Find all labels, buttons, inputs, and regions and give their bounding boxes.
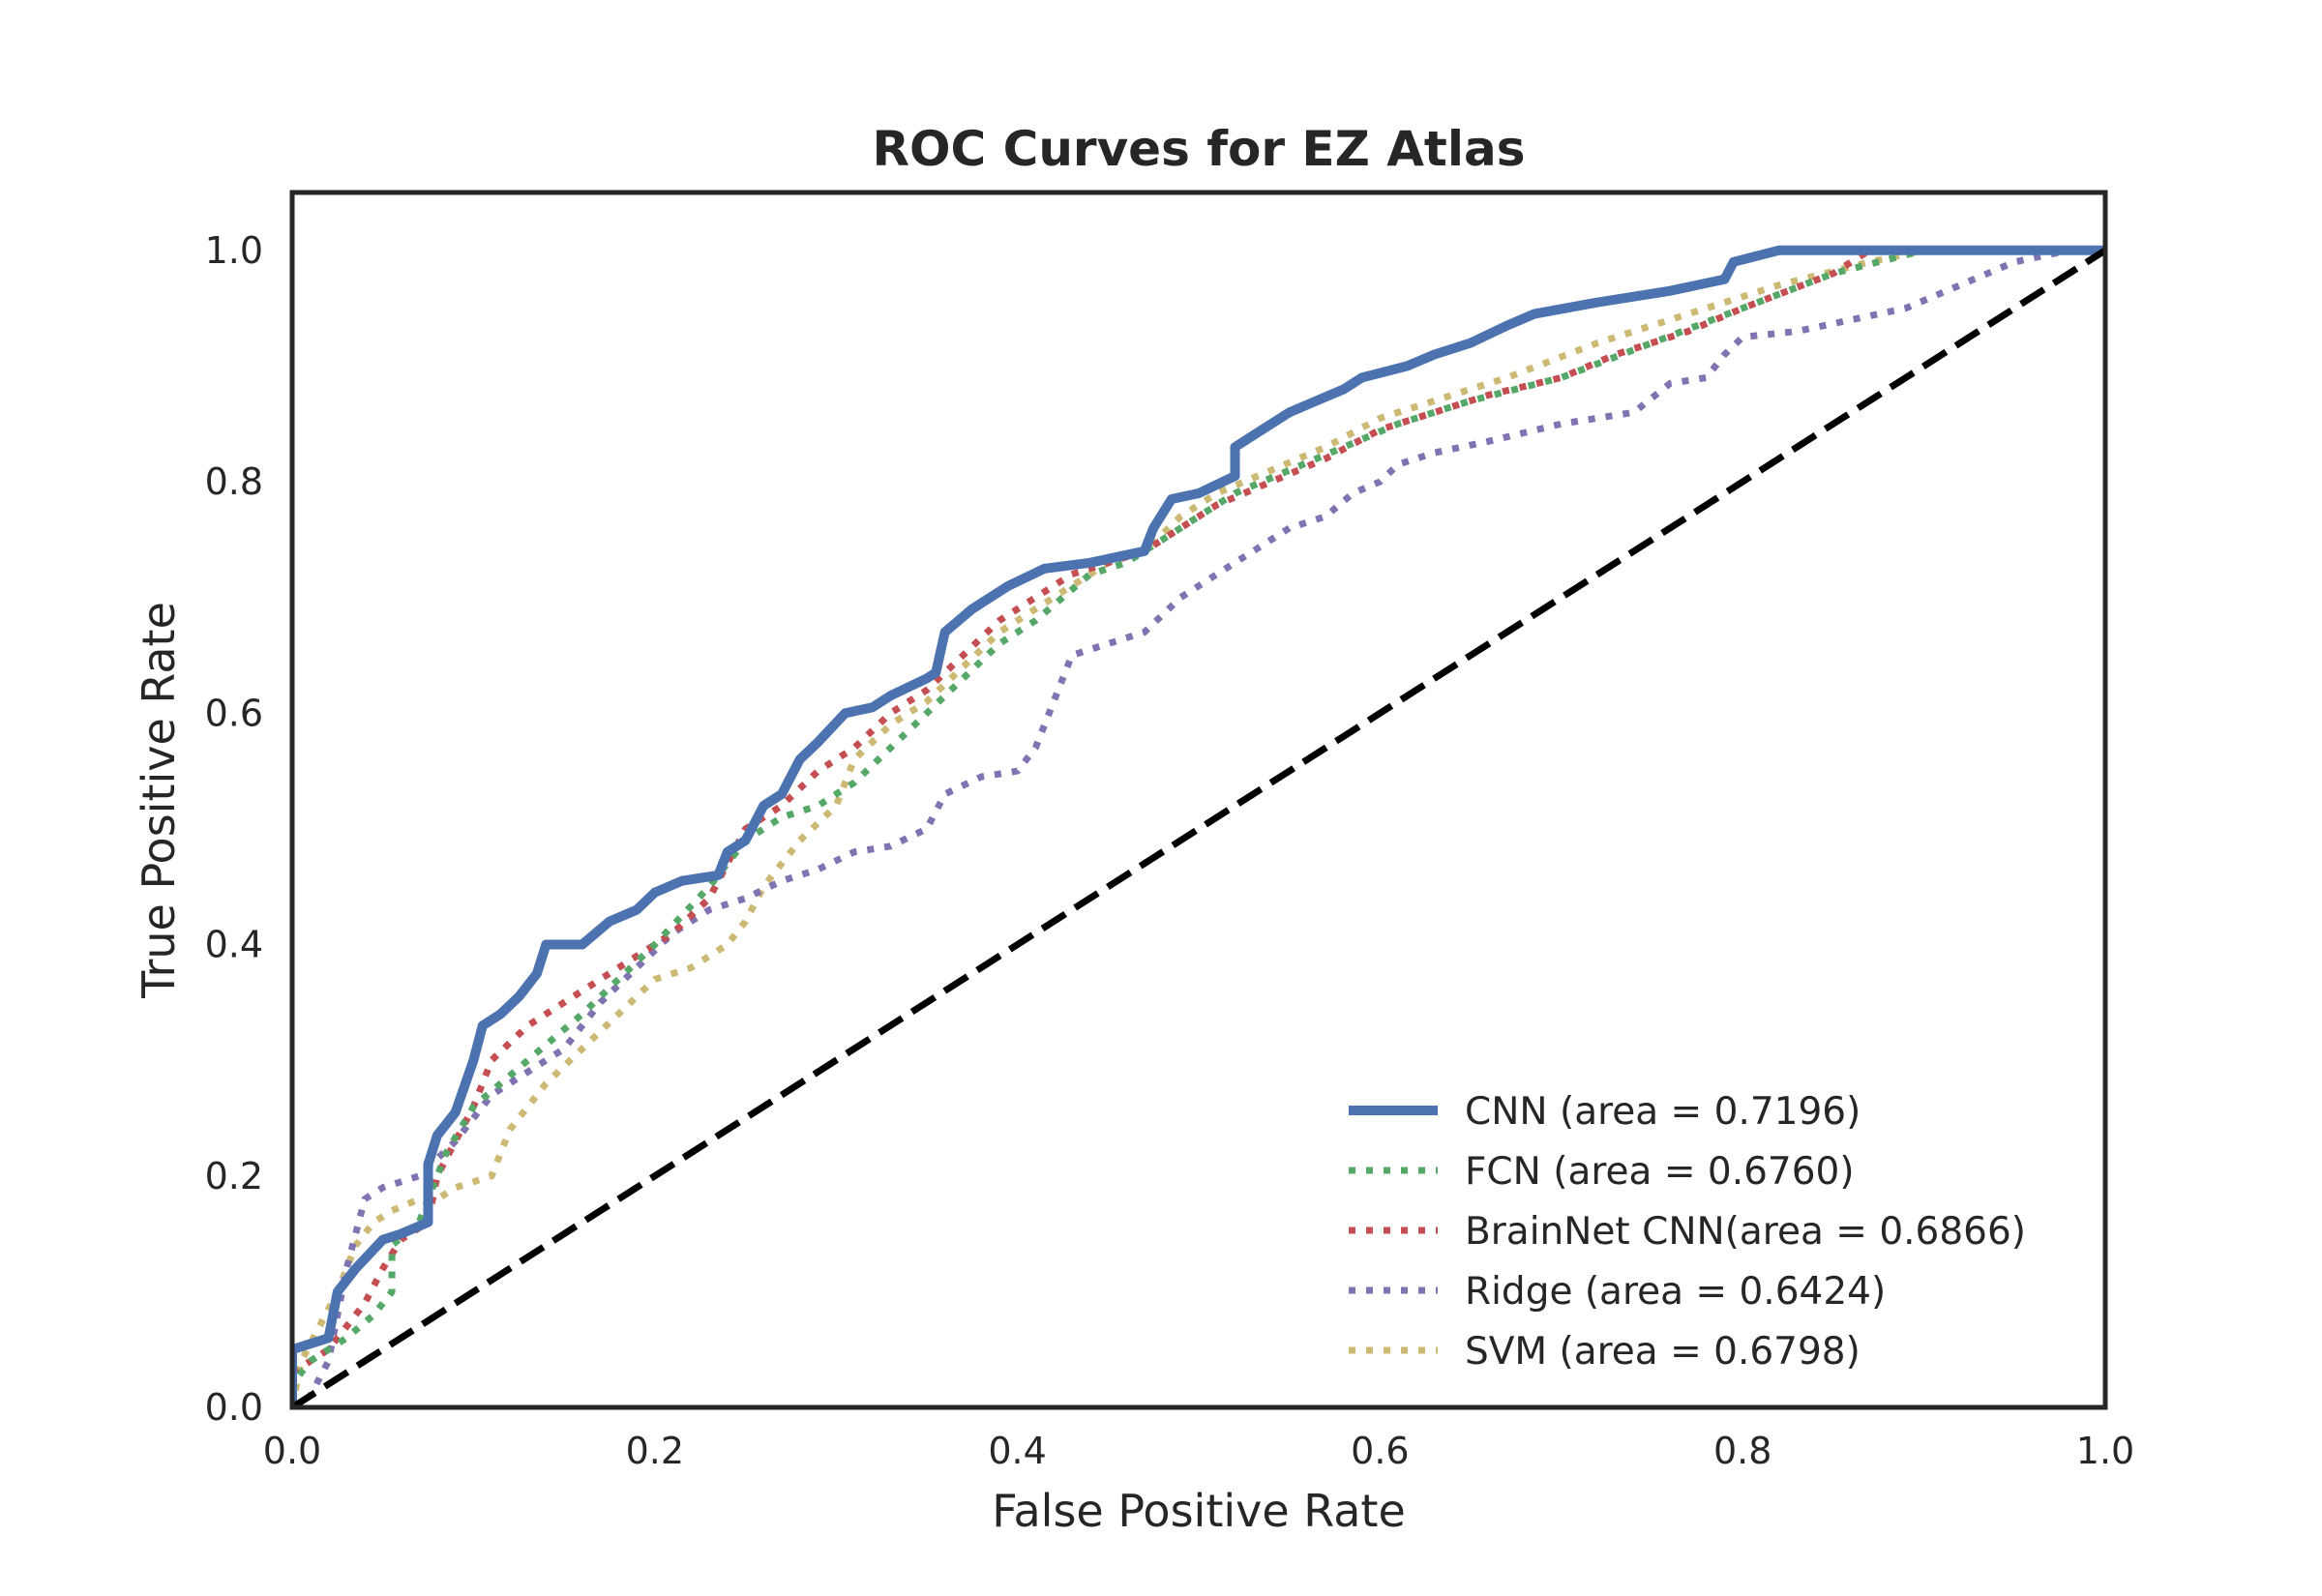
x-tick-label: 0.0 xyxy=(263,1430,321,1472)
y-axis-ticks: 0.0 0.2 0.4 0.6 0.8 1.0 xyxy=(205,229,263,1429)
legend-label: SVM (area = 0.6798) xyxy=(1465,1330,1861,1374)
chance-diagonal-line xyxy=(292,247,2105,1407)
y-tick-label: 0.0 xyxy=(205,1386,263,1429)
x-tick-label: 0.2 xyxy=(626,1430,684,1472)
x-tick-label: 0.4 xyxy=(988,1430,1046,1472)
legend: CNN (area = 0.7196) FCN (area = 0.6760) Br… xyxy=(1349,1090,2026,1374)
x-tick-label: 0.8 xyxy=(1713,1430,1771,1472)
y-tick-label: 0.8 xyxy=(205,460,263,503)
x-tick-label: 0.6 xyxy=(1351,1430,1409,1472)
series-line-cnn xyxy=(292,245,2105,1407)
legend-label: CNN (area = 0.7196) xyxy=(1465,1090,1861,1134)
x-axis-label: False Positive Rate xyxy=(992,1485,1406,1537)
series-line-svm xyxy=(292,247,2105,1407)
legend-label: FCN (area = 0.6760) xyxy=(1465,1150,1855,1194)
x-tick-label: 1.0 xyxy=(2076,1430,2134,1472)
series-line-brainnet-cnn xyxy=(292,247,2105,1407)
x-axis-ticks: 0.0 0.2 0.4 0.6 0.8 1.0 xyxy=(263,1430,2134,1472)
plot-frame xyxy=(289,190,2108,1410)
y-axis-label: True Positive Rate xyxy=(133,602,185,999)
series-line-fcn xyxy=(292,247,2105,1407)
y-tick-label: 0.2 xyxy=(205,1155,263,1197)
y-tick-label: 1.0 xyxy=(205,229,263,272)
plot-lines xyxy=(292,245,2105,1407)
y-tick-label: 0.6 xyxy=(205,692,263,734)
legend-label: BrainNet CNN(area = 0.6866) xyxy=(1465,1210,2026,1254)
y-tick-label: 0.4 xyxy=(205,924,263,966)
series-line-ridge xyxy=(292,247,2105,1407)
chart-title: ROC Curves for EZ Atlas xyxy=(873,121,1526,177)
legend-label: Ridge (area = 0.6424) xyxy=(1465,1270,1886,1314)
